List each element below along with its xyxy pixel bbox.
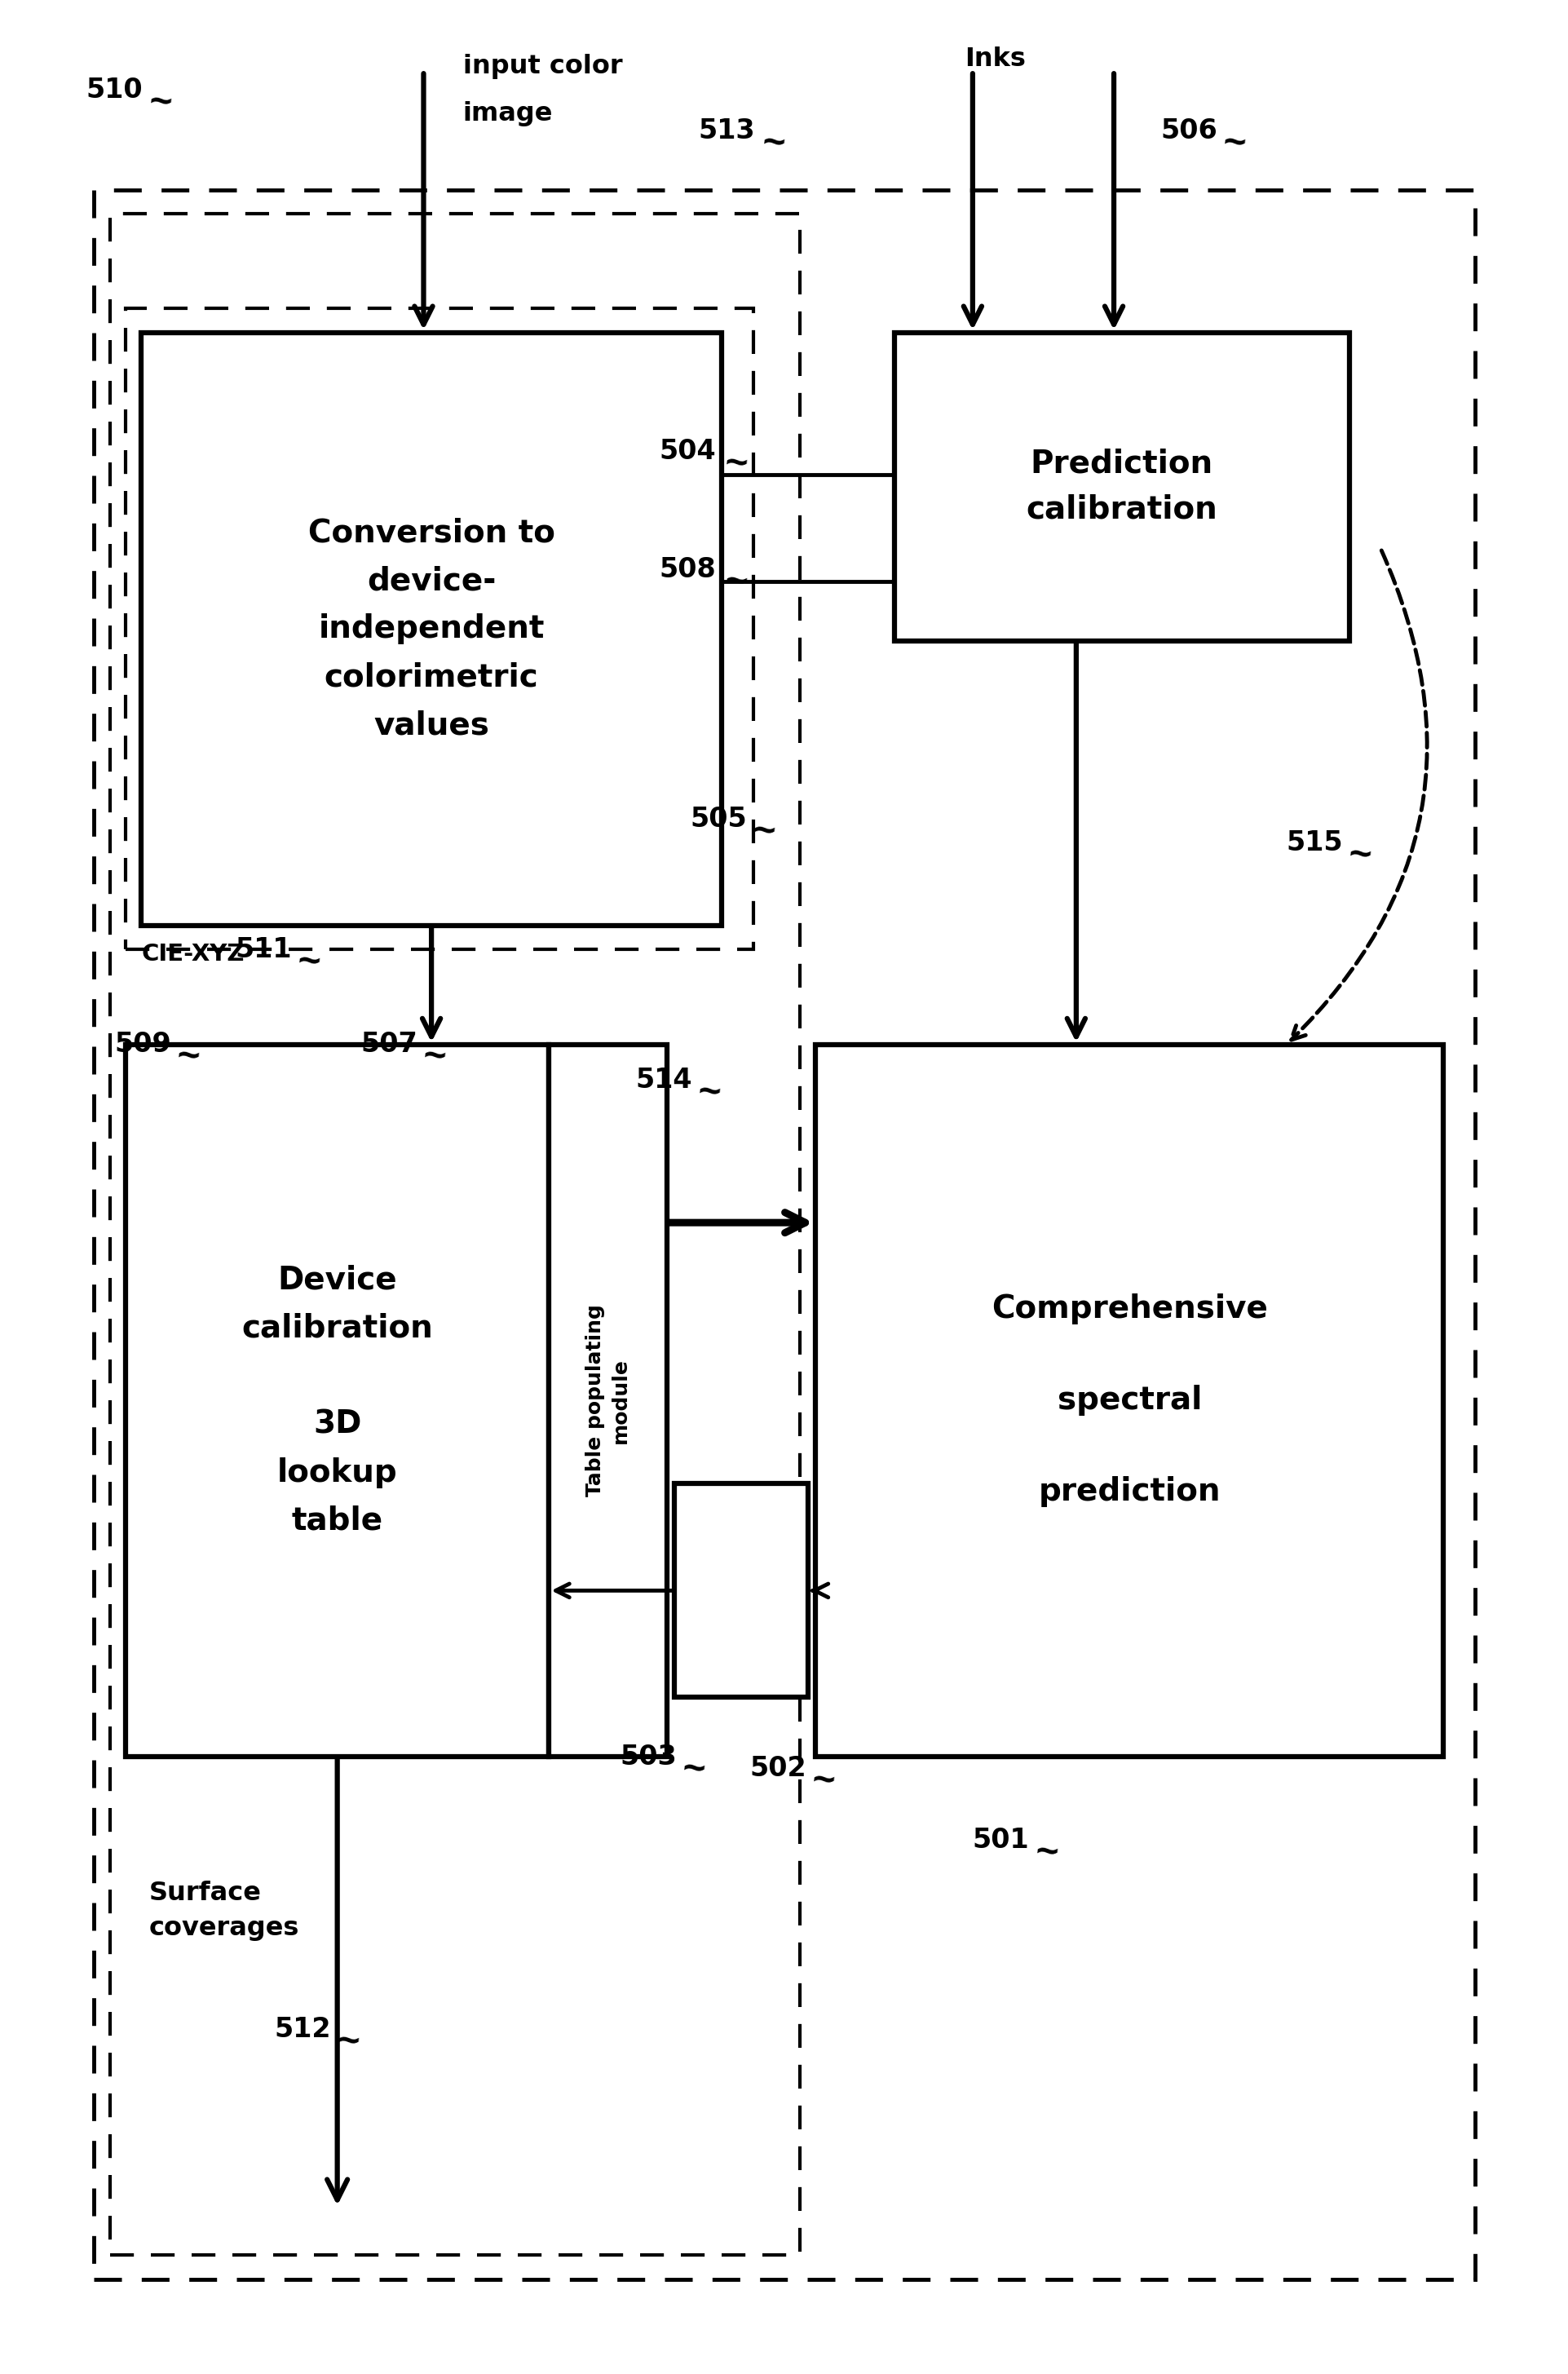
Text: 505: 505 bbox=[690, 805, 746, 833]
Text: 514: 514 bbox=[635, 1066, 691, 1094]
Text: ~: ~ bbox=[420, 1040, 450, 1073]
Text: image: image bbox=[463, 102, 552, 126]
Text: Prediction
calibration: Prediction calibration bbox=[1025, 449, 1217, 525]
Text: 501: 501 bbox=[972, 1826, 1029, 1854]
Text: 502: 502 bbox=[750, 1754, 806, 1783]
Text: 507: 507 bbox=[361, 1030, 417, 1059]
Text: CIE-XYZ: CIE-XYZ bbox=[141, 942, 245, 966]
Text: ~: ~ bbox=[1220, 126, 1250, 159]
Text: Inks: Inks bbox=[964, 47, 1025, 71]
Text: Device
calibration

3D
lookup
table: Device calibration 3D lookup table bbox=[241, 1265, 433, 1536]
Text: 503: 503 bbox=[619, 1743, 676, 1771]
FancyArrowPatch shape bbox=[1290, 551, 1427, 1040]
Text: ~: ~ bbox=[146, 85, 176, 119]
Text: 512: 512 bbox=[274, 2016, 331, 2044]
Text: Surface
coverages: Surface coverages bbox=[149, 1880, 299, 1942]
Text: ~: ~ bbox=[1345, 838, 1375, 871]
Bar bbox=[125, 1045, 549, 1757]
Text: ~: ~ bbox=[721, 565, 751, 598]
Text: 504: 504 bbox=[659, 437, 715, 465]
Text: 511: 511 bbox=[235, 935, 292, 964]
Text: ~: ~ bbox=[695, 1075, 724, 1109]
Bar bbox=[549, 1045, 666, 1757]
Text: 510: 510 bbox=[86, 76, 143, 104]
Bar bbox=[125, 309, 753, 950]
Bar bbox=[674, 1484, 808, 1697]
Text: ~: ~ bbox=[295, 945, 325, 978]
Text: ~: ~ bbox=[759, 126, 789, 159]
Text: ~: ~ bbox=[750, 814, 779, 848]
Text: ~: ~ bbox=[1032, 1835, 1062, 1868]
Bar bbox=[894, 332, 1348, 641]
Text: 513: 513 bbox=[698, 116, 754, 145]
Text: 515: 515 bbox=[1286, 829, 1342, 857]
Text: 506: 506 bbox=[1160, 116, 1217, 145]
Bar bbox=[141, 332, 721, 926]
Bar bbox=[110, 214, 800, 2255]
Text: input color: input color bbox=[463, 55, 622, 78]
Text: ~: ~ bbox=[334, 2025, 364, 2058]
Bar bbox=[94, 190, 1474, 2279]
Text: ~: ~ bbox=[721, 446, 751, 480]
Text: Comprehensive

spectral

prediction: Comprehensive spectral prediction bbox=[991, 1294, 1267, 1507]
Text: Conversion to
device-
independent
colorimetric
values: Conversion to device- independent colori… bbox=[307, 518, 555, 741]
Text: Table populating
module: Table populating module bbox=[585, 1303, 630, 1498]
Text: 508: 508 bbox=[659, 556, 715, 584]
Text: ~: ~ bbox=[174, 1040, 204, 1073]
Text: ~: ~ bbox=[809, 1764, 839, 1797]
Bar bbox=[815, 1045, 1443, 1757]
Text: 509: 509 bbox=[114, 1030, 171, 1059]
Text: ~: ~ bbox=[679, 1752, 709, 1785]
